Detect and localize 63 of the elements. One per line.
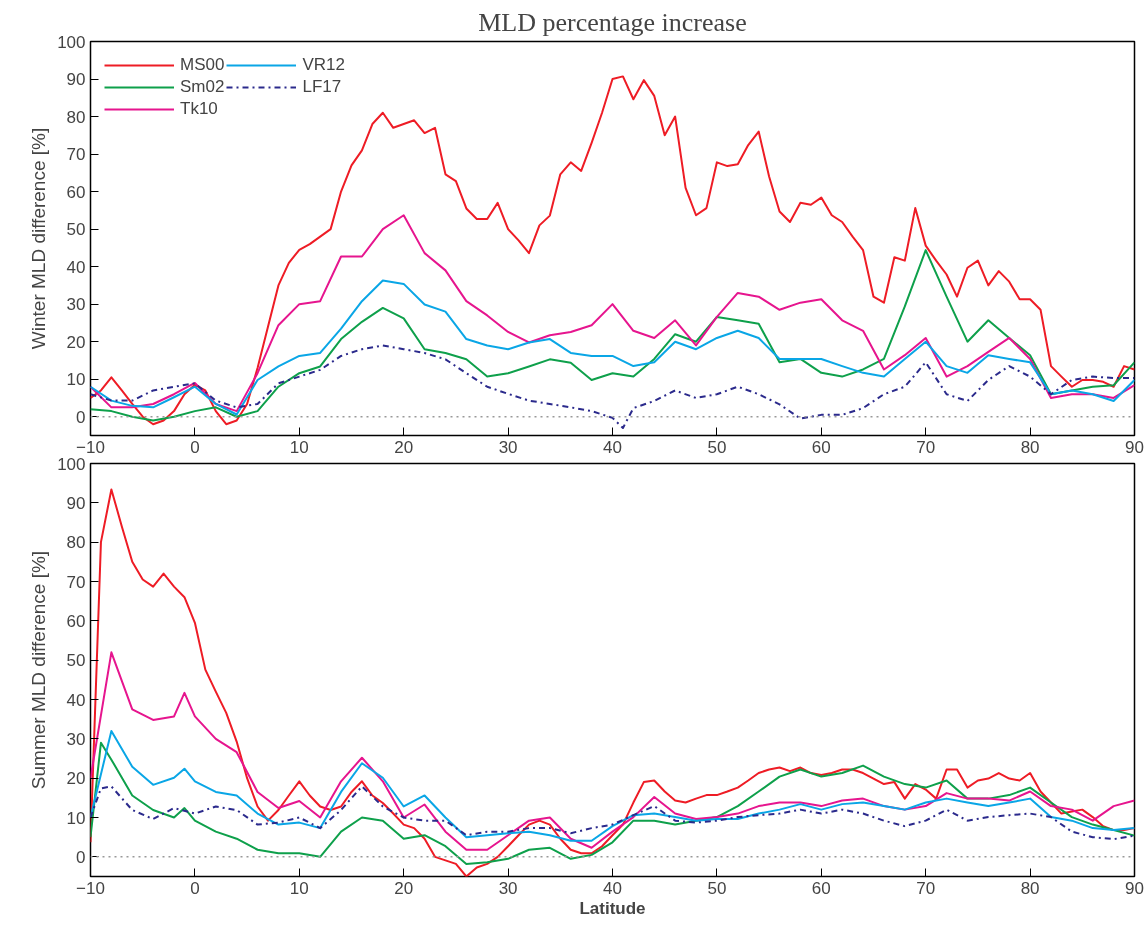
y-tick-label: 90 <box>66 70 86 90</box>
y-tick-label: 50 <box>66 220 86 240</box>
line-series <box>90 741 1135 865</box>
x-tick-label: 0 <box>190 878 200 898</box>
x-tick-label: 90 <box>1125 437 1144 457</box>
x-tick-label: 30 <box>498 437 518 457</box>
x-tick-label: 60 <box>811 437 831 457</box>
y-tick-label: 100 <box>57 32 86 52</box>
x-tick-label: 80 <box>1020 878 1040 898</box>
line-series <box>90 214 1135 413</box>
y-axis-title: Summer MLD difference [%] <box>28 550 50 790</box>
y-tick-label: 0 <box>76 847 86 867</box>
x-tick-label: 40 <box>603 437 622 457</box>
x-tick-label: −10 <box>76 437 105 457</box>
chart-title: MLD percentage increase <box>478 7 747 37</box>
x-tick-label: 20 <box>394 878 414 898</box>
y-tick-label: 60 <box>66 182 86 202</box>
x-tick-label: 60 <box>811 878 831 898</box>
x-tick-label: 50 <box>707 878 727 898</box>
x-tick-label: 30 <box>498 878 518 898</box>
y-tick-label: 90 <box>66 493 86 513</box>
y-tick-label: 80 <box>66 533 86 553</box>
y-tick-label: 10 <box>66 808 86 828</box>
x-tick-label: 90 <box>1125 878 1144 898</box>
y-tick-label: 70 <box>66 145 86 165</box>
x-tick-label: 10 <box>289 437 309 457</box>
y-tick-label: 0 <box>76 407 86 427</box>
x-tick-label: 10 <box>289 878 309 898</box>
y-axis-title: Winter MLD difference [%] <box>28 127 50 350</box>
line-series <box>90 729 1135 842</box>
y-tick-label: 30 <box>66 729 86 749</box>
y-tick-label: 40 <box>66 257 86 277</box>
y-tick-label: 70 <box>66 572 86 592</box>
x-tick-label: 0 <box>190 437 200 457</box>
legend-label: VR12 <box>302 55 345 75</box>
line-series <box>90 344 1135 429</box>
y-tick-label: 40 <box>66 690 86 710</box>
x-tick-label: 80 <box>1020 437 1040 457</box>
line-series <box>90 785 1135 841</box>
x-tick-label: −10 <box>76 878 105 898</box>
x-axis-title: Latitude <box>579 898 646 918</box>
line-series <box>90 249 1135 422</box>
y-tick-label: 30 <box>66 295 86 315</box>
legend-label: LF17 <box>302 77 342 97</box>
legend-label: Sm02 <box>180 77 225 97</box>
y-tick-label: 100 <box>57 454 86 474</box>
x-tick-label: 20 <box>394 437 414 457</box>
x-tick-label: 40 <box>603 878 622 898</box>
y-tick-label: 20 <box>66 332 86 352</box>
x-tick-label: 70 <box>916 878 936 898</box>
x-tick-label: 70 <box>916 437 936 457</box>
line-series <box>90 651 1135 851</box>
y-tick-label: 50 <box>66 651 86 671</box>
line-series <box>90 279 1135 416</box>
legend-label: MS00 <box>180 55 225 75</box>
y-tick-label: 80 <box>66 107 86 127</box>
x-tick-label: 50 <box>707 437 727 457</box>
line-series <box>90 75 1135 426</box>
y-tick-label: 20 <box>66 769 86 789</box>
y-tick-label: 60 <box>66 611 86 631</box>
y-tick-label: 10 <box>66 370 86 390</box>
legend-label: Tk10 <box>180 99 218 119</box>
line-series <box>90 488 1135 877</box>
